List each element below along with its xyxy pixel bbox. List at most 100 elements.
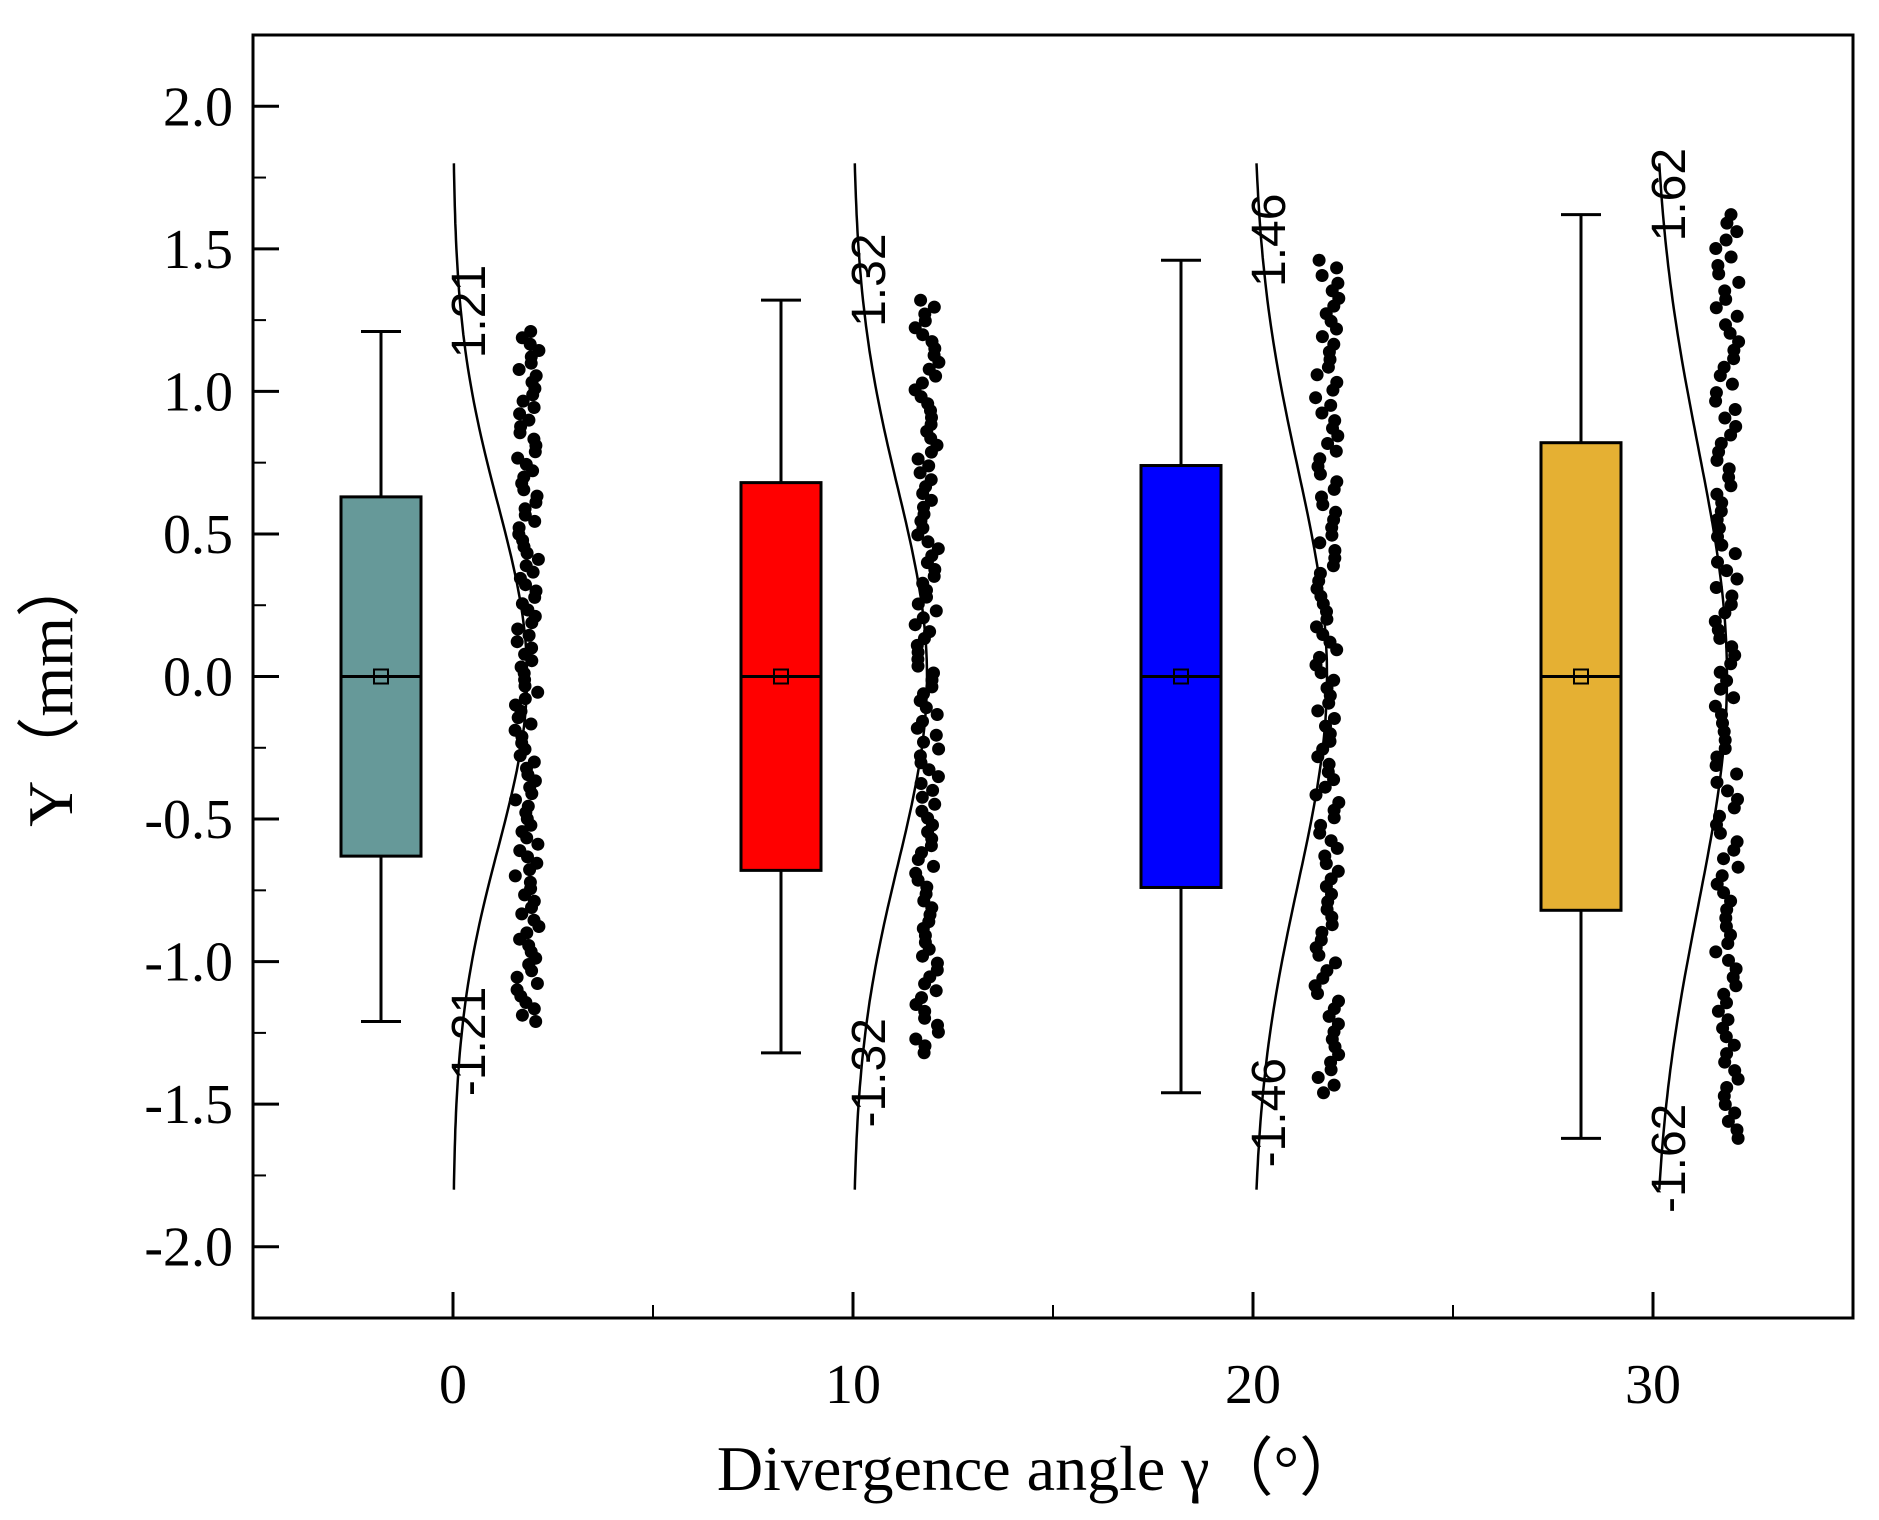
data-point xyxy=(526,565,540,579)
data-point xyxy=(512,363,526,376)
data-point xyxy=(517,483,531,497)
y-tick-label: 1.5 xyxy=(163,219,233,281)
data-point xyxy=(1316,498,1330,512)
data-point xyxy=(1731,1072,1745,1086)
data-point xyxy=(508,869,522,883)
data-point xyxy=(1727,801,1741,815)
data-point xyxy=(524,356,538,370)
mean-marker xyxy=(1173,668,1189,685)
data-point xyxy=(1724,250,1738,264)
data-point xyxy=(1710,775,1724,789)
data-point xyxy=(916,487,930,500)
data-point xyxy=(522,628,536,642)
data-point xyxy=(1730,767,1744,781)
data-point xyxy=(1325,918,1339,932)
annotation-lower: -1.21 xyxy=(443,987,496,1096)
data-point xyxy=(1711,1004,1725,1018)
data-point xyxy=(515,907,529,921)
data-point xyxy=(909,1032,923,1046)
annotation-upper: 1.32 xyxy=(843,233,896,326)
y-tick-label: -1.0 xyxy=(144,932,233,994)
data-point xyxy=(910,721,924,735)
data-point xyxy=(917,1046,931,1060)
data-point xyxy=(524,717,538,731)
data-point xyxy=(1713,826,1727,840)
data-point xyxy=(1327,811,1341,825)
data-point xyxy=(513,426,527,440)
data-point xyxy=(915,790,929,804)
data-point xyxy=(525,654,539,668)
data-point xyxy=(515,1008,529,1022)
data-point xyxy=(932,355,946,369)
x-tick-label: 20 xyxy=(1225,1354,1281,1416)
data-point xyxy=(1311,987,1324,1000)
x-axis-title: Divergence angle γ（°） xyxy=(717,1433,1363,1504)
data-point xyxy=(511,622,525,636)
data-point xyxy=(1324,398,1338,412)
data-point xyxy=(1727,352,1741,366)
x-tick-label: 10 xyxy=(825,1354,881,1416)
data-point xyxy=(1312,253,1326,267)
data-point xyxy=(911,452,925,466)
data-point xyxy=(518,679,532,693)
data-point xyxy=(1709,759,1723,772)
annotation-upper: 1.21 xyxy=(443,265,496,358)
annotations: 1.21 -1.21 1.32 -1.32 1.46 -1.46 1.62 -1.62 xyxy=(443,148,1696,1213)
data-point xyxy=(1730,572,1744,586)
data-point xyxy=(1721,937,1735,950)
data-point xyxy=(1720,216,1734,230)
data-point xyxy=(1717,852,1730,866)
data-point xyxy=(1327,712,1341,725)
data-point xyxy=(1325,528,1339,542)
data-point xyxy=(914,293,928,307)
data-point xyxy=(527,1002,541,1016)
data-point xyxy=(520,546,534,560)
data-point xyxy=(919,701,933,715)
data-point xyxy=(1728,403,1742,416)
data-point xyxy=(1322,1009,1336,1023)
data-point xyxy=(1709,945,1723,959)
mean-marker xyxy=(773,668,789,685)
data-point xyxy=(1326,559,1340,573)
data-point xyxy=(931,1025,945,1039)
data-point xyxy=(1310,368,1324,382)
annotation-lower: -1.46 xyxy=(1243,1058,1296,1167)
data-point xyxy=(1315,269,1329,282)
data-point xyxy=(531,552,545,566)
data-point xyxy=(1317,1086,1330,1100)
data-point xyxy=(1729,979,1743,993)
data-point xyxy=(1321,360,1335,374)
data-point xyxy=(1709,581,1723,594)
data-point xyxy=(1724,479,1738,493)
y-tick-label: 1.0 xyxy=(163,361,233,423)
y-tick-label: -0.5 xyxy=(144,789,233,851)
data-point xyxy=(1327,482,1341,496)
data-point xyxy=(527,401,541,414)
data-point xyxy=(930,708,944,721)
data-point xyxy=(924,839,938,853)
data-point xyxy=(929,728,943,742)
data-point xyxy=(1725,377,1739,391)
y-tick-label: 0.0 xyxy=(163,647,233,709)
data-point xyxy=(510,970,524,984)
data-point xyxy=(922,763,936,777)
data-point xyxy=(929,369,943,383)
data-point xyxy=(528,445,542,459)
data-point xyxy=(1313,536,1327,550)
data-point xyxy=(511,711,525,725)
data-point xyxy=(513,749,527,763)
data-point xyxy=(1313,467,1327,481)
data-point xyxy=(509,793,522,807)
data-point xyxy=(1724,657,1738,671)
data-point xyxy=(913,466,927,480)
data-point xyxy=(1732,275,1746,289)
data-point xyxy=(1329,956,1342,970)
data-point xyxy=(1720,564,1734,578)
data-point xyxy=(1318,780,1332,794)
data-point xyxy=(1723,326,1737,340)
data-point xyxy=(1718,411,1732,425)
data-point xyxy=(525,616,539,630)
data-point xyxy=(1327,773,1341,787)
data-point xyxy=(918,314,932,328)
data-point xyxy=(928,797,942,811)
